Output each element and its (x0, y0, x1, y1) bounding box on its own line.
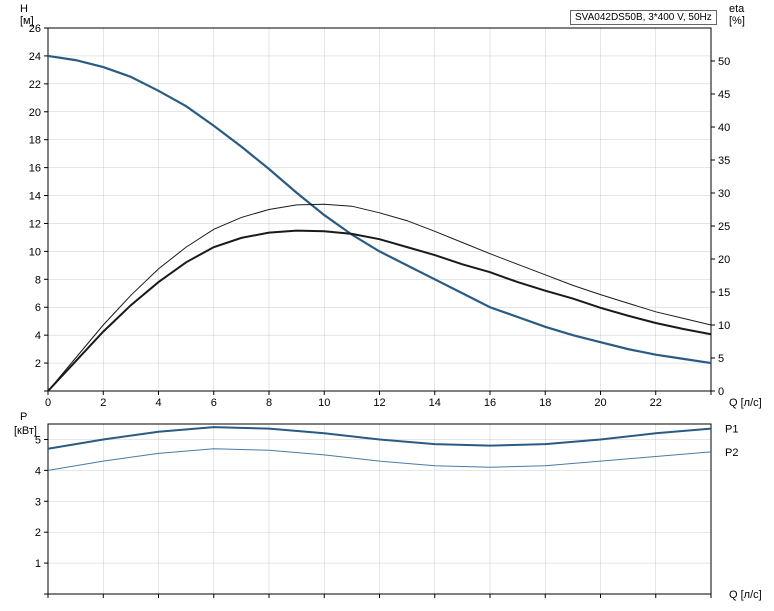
svg-text:3: 3 (35, 496, 41, 508)
svg-text:P1: P1 (725, 424, 738, 436)
svg-text:4: 4 (35, 330, 41, 342)
svg-text:4: 4 (35, 465, 41, 477)
svg-text:45: 45 (718, 89, 730, 101)
svg-text:[кВт]: [кВт] (14, 425, 37, 437)
svg-text:eta: eta (729, 3, 745, 15)
svg-text:0: 0 (45, 397, 51, 409)
svg-text:[%]: [%] (729, 15, 745, 27)
svg-text:1: 1 (35, 558, 41, 570)
svg-text:14: 14 (429, 397, 441, 409)
chart-svg: 0246810121416182022246810121416182022242… (0, 0, 774, 611)
svg-text:24: 24 (29, 51, 41, 63)
svg-text:6: 6 (35, 302, 41, 314)
svg-text:10: 10 (318, 397, 330, 409)
svg-text:30: 30 (718, 188, 730, 200)
pump-curve-chart: 0246810121416182022246810121416182022242… (0, 0, 774, 611)
svg-text:16: 16 (484, 397, 496, 409)
svg-text:10: 10 (29, 246, 41, 258)
svg-text:8: 8 (266, 397, 272, 409)
svg-text:15: 15 (718, 287, 730, 299)
svg-text:12: 12 (29, 218, 41, 230)
svg-text:12: 12 (373, 397, 385, 409)
svg-text:25: 25 (718, 221, 730, 233)
svg-text:H: H (20, 3, 28, 15)
svg-text:2: 2 (35, 358, 41, 370)
svg-text:20: 20 (594, 397, 606, 409)
svg-text:14: 14 (29, 191, 41, 203)
svg-text:18: 18 (29, 135, 41, 147)
svg-text:35: 35 (718, 155, 730, 167)
svg-text:40: 40 (718, 122, 730, 134)
svg-text:P2: P2 (725, 447, 738, 459)
svg-text:20: 20 (29, 107, 41, 119)
svg-text:[м]: [м] (20, 15, 34, 27)
svg-text:6: 6 (211, 397, 217, 409)
svg-text:0: 0 (718, 386, 724, 398)
svg-text:Q [л/с]: Q [л/с] (729, 589, 762, 601)
svg-text:8: 8 (35, 274, 41, 286)
chart-title-box: SVA042DS50B, 3*400 V, 50Hz (570, 10, 717, 25)
svg-text:10: 10 (718, 320, 730, 332)
svg-text:Q [л/с]: Q [л/с] (729, 397, 762, 409)
svg-text:4: 4 (155, 397, 161, 409)
svg-text:50: 50 (718, 56, 730, 68)
svg-text:20: 20 (718, 254, 730, 266)
svg-text:16: 16 (29, 163, 41, 175)
svg-text:18: 18 (539, 397, 551, 409)
svg-text:5: 5 (718, 353, 724, 365)
svg-text:2: 2 (35, 527, 41, 539)
svg-text:2: 2 (100, 397, 106, 409)
svg-text:22: 22 (650, 397, 662, 409)
svg-text:P: P (20, 411, 27, 423)
svg-text:22: 22 (29, 79, 41, 91)
